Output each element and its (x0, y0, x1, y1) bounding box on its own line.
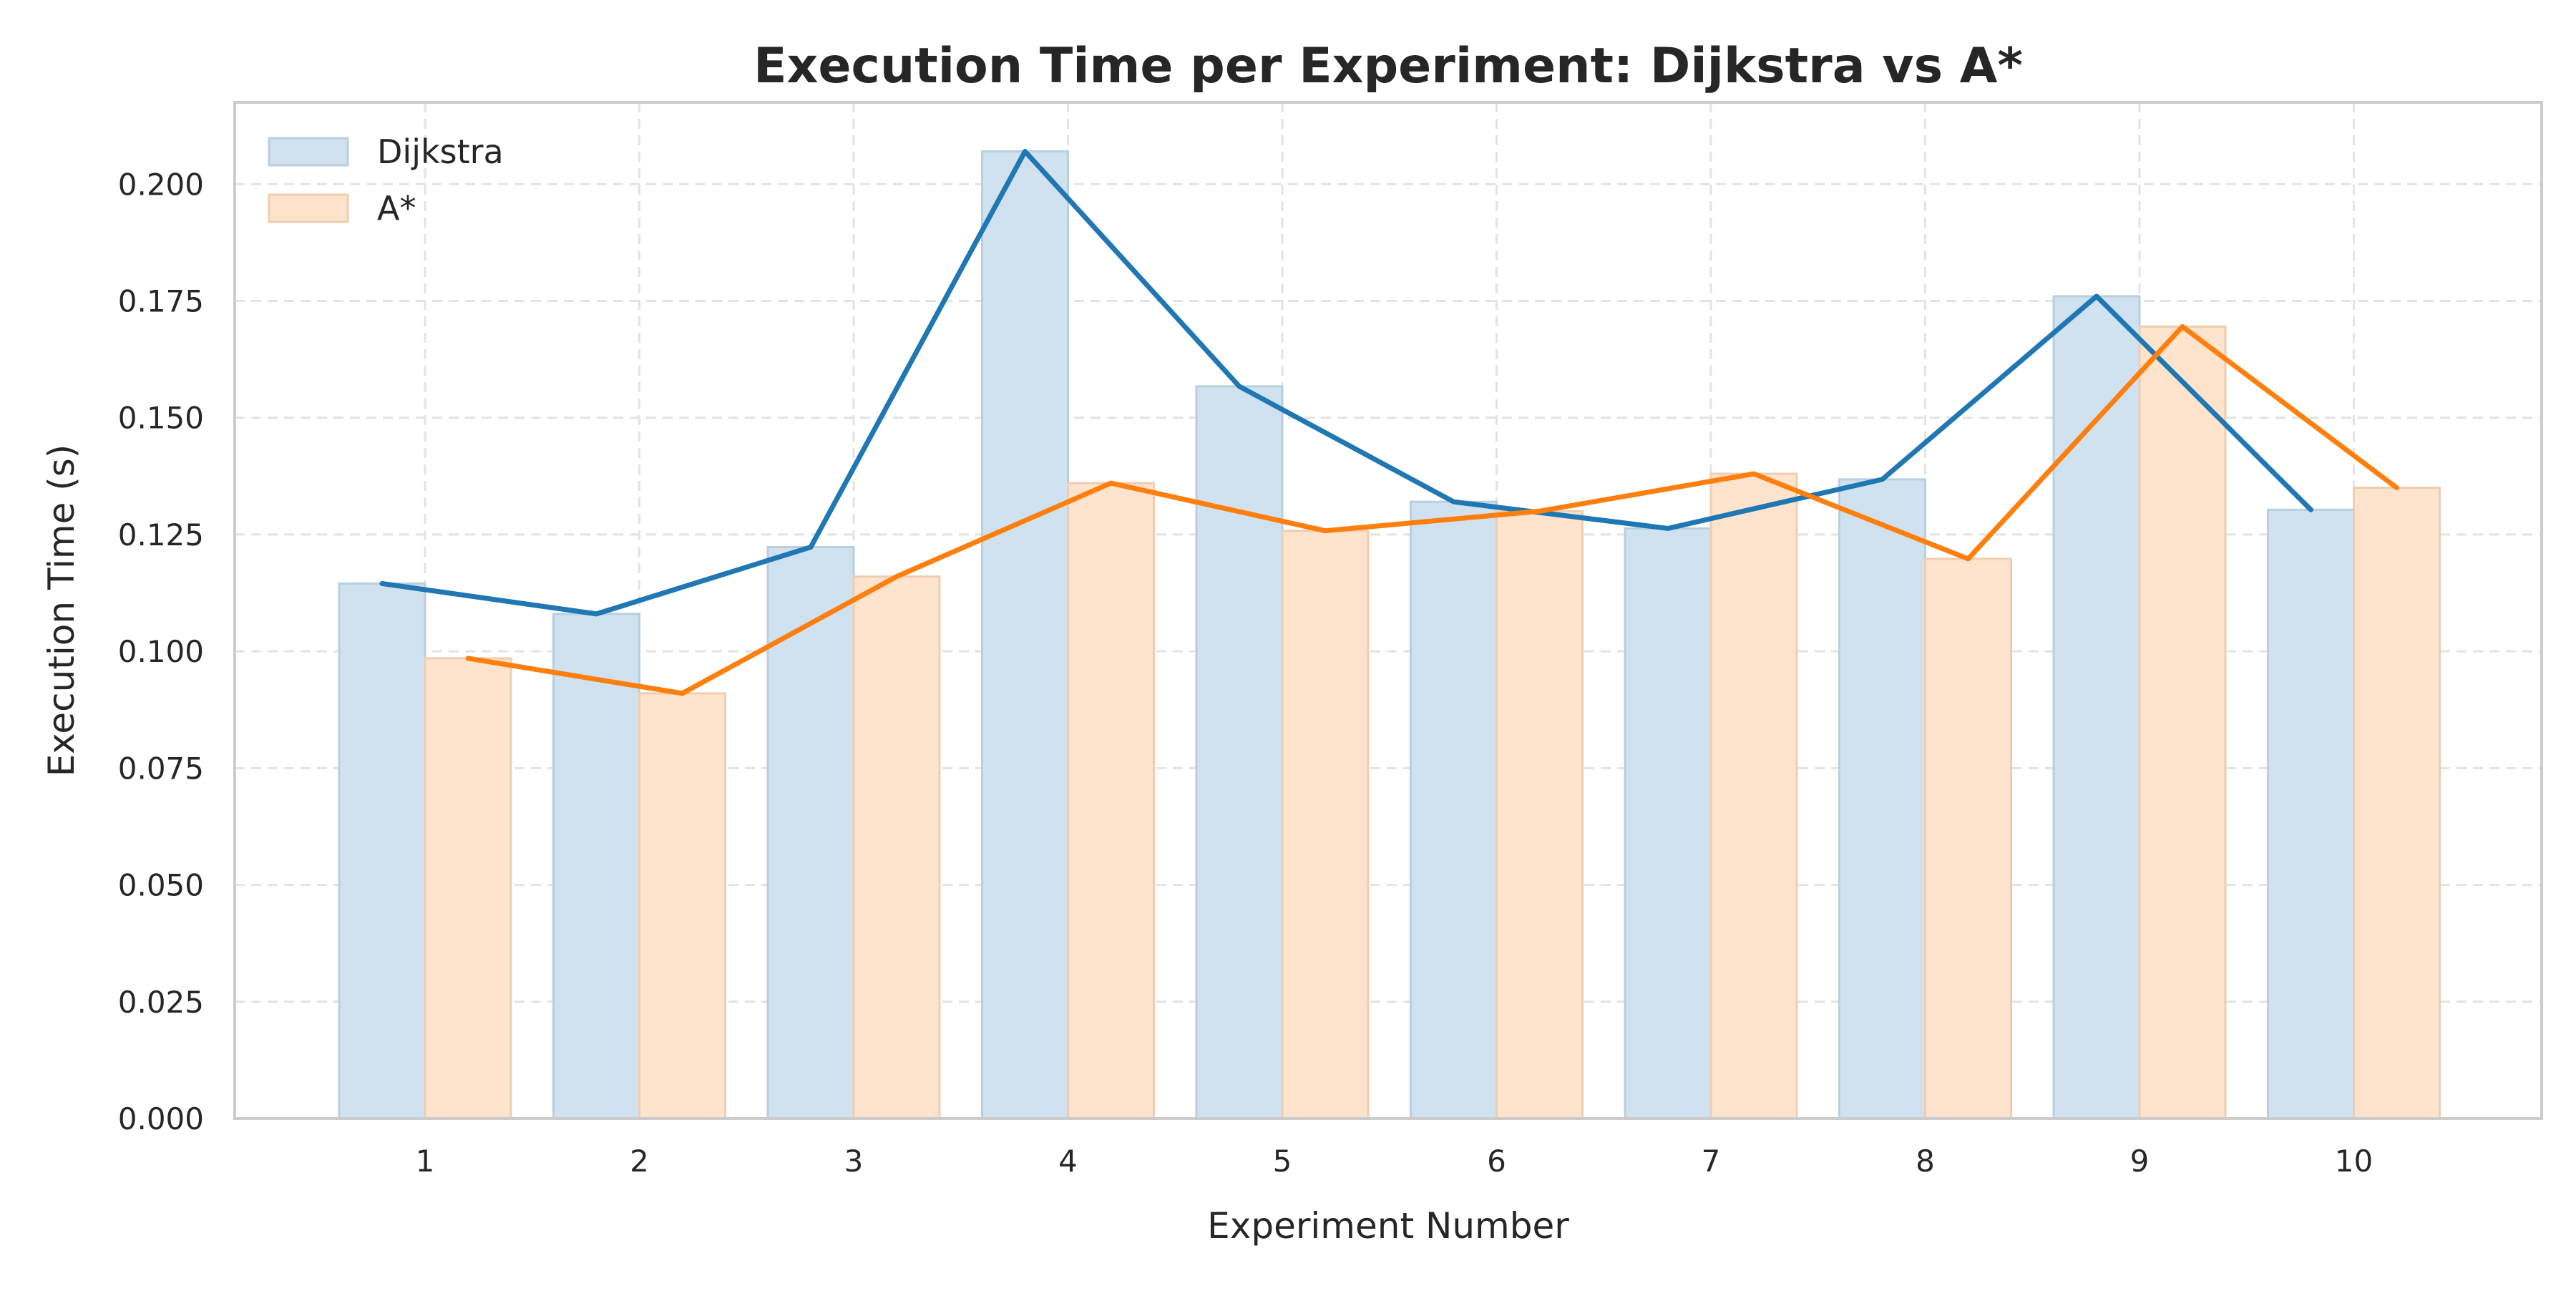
x-tick-label: 2 (630, 1144, 649, 1179)
bar-dijkstra (1410, 500, 1498, 1120)
y-tick-label: 0.100 (118, 634, 204, 669)
x-tick-label: 8 (1916, 1144, 1935, 1179)
bar-dijkstra (552, 613, 640, 1120)
bar-dijkstra (1624, 527, 1712, 1120)
line-astar (465, 323, 2399, 696)
legend-label-astar: A* (377, 189, 416, 228)
bar-astar (1281, 530, 1370, 1120)
bars-layer (338, 150, 2441, 1120)
bar-dijkstra (338, 582, 426, 1120)
bar-dijkstra (2052, 295, 2141, 1120)
ticks-layer: 0.000 0.025 0.050 0.075 0.100 0.125 0.150 0.175… (118, 167, 2373, 1179)
y-tick-label: 0.025 (118, 985, 204, 1020)
bar-astar (1924, 557, 2012, 1120)
chart-title: Execution Time per Experiment: Dijkstra … (753, 38, 2023, 94)
bar-dijkstra (1838, 478, 1926, 1120)
bar-dijkstra (766, 546, 855, 1120)
y-tick-label: 0.075 (118, 751, 204, 786)
bar-dijkstra (981, 150, 1069, 1120)
y-tick-label: 0.150 (118, 401, 204, 436)
x-tick-label: 4 (1058, 1144, 1078, 1179)
lines-layer (379, 149, 2399, 696)
x-tick-label: 3 (844, 1144, 864, 1179)
bar-astar (852, 575, 941, 1120)
legend-swatch-dijkstra (268, 137, 349, 167)
bar-dijkstra (1195, 385, 1284, 1120)
y-tick-label: 0.000 (118, 1101, 204, 1136)
x-tick-label: 6 (1487, 1144, 1506, 1179)
y-tick-label: 0.200 (118, 167, 204, 202)
bar-astar (2353, 487, 2441, 1120)
x-axis-label: Experiment Number (1207, 1205, 1569, 1247)
line-dijkstra (379, 149, 2313, 617)
bar-astar (638, 692, 726, 1120)
bar-astar (2138, 325, 2227, 1120)
legend-swatch-astar (268, 193, 349, 223)
x-tick-label: 1 (416, 1144, 435, 1179)
bar-dijkstra (2267, 508, 2355, 1120)
x-tick-label: 5 (1273, 1144, 1292, 1179)
x-tick-label: 7 (1702, 1144, 1721, 1179)
y-tick-label: 0.050 (118, 868, 204, 903)
y-tick-label: 0.175 (118, 283, 204, 318)
y-tick-label: 0.125 (118, 517, 204, 552)
bar-astar (1496, 510, 1584, 1120)
bar-astar (424, 657, 512, 1120)
x-tick-label: 10 (2335, 1144, 2373, 1179)
plot-frame (233, 101, 2543, 1120)
bar-astar (1067, 482, 1155, 1120)
legend-label-dijkstra: Dijkstra (377, 132, 504, 171)
x-tick-label: 9 (2130, 1144, 2150, 1179)
y-axis-label: Execution Time (s) (41, 444, 82, 777)
legend: Dijkstra A* (268, 132, 504, 228)
bar-astar (1709, 472, 1798, 1120)
